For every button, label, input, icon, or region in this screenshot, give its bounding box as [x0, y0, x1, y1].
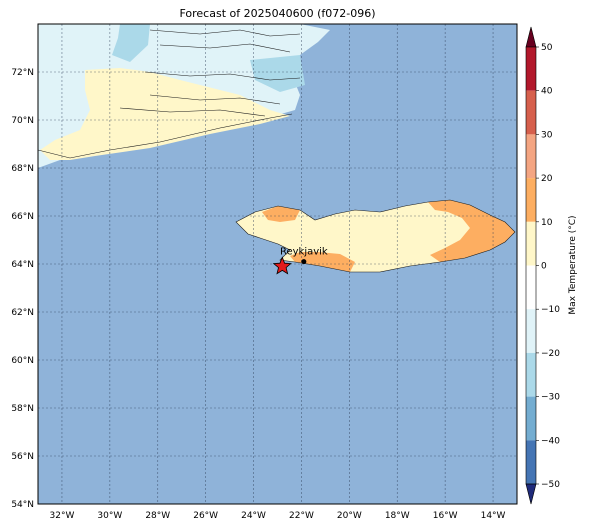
- colorbar-tick-label: −40: [541, 436, 560, 446]
- lon-tick-label: 16°W: [433, 511, 458, 521]
- colorbar-tick-label: −50: [541, 480, 560, 490]
- latitude-labels: 72°N 70°N 68°N 66°N 64°N 62°N 60°N 58°N 56°N 54°N: [11, 68, 34, 510]
- lon-tick-label: 20°W: [337, 511, 362, 521]
- lat-tick-label: 68°N: [11, 164, 34, 174]
- lat-tick-label: 70°N: [11, 116, 34, 126]
- lat-tick-label: 58°N: [11, 404, 34, 414]
- iceland-warm-region: [262, 200, 515, 272]
- colorbar-tick-label: 20: [541, 174, 553, 184]
- colorbar-max-arrow: [525, 26, 537, 48]
- colorbar-bin: [526, 396, 536, 441]
- colorbar-bin: [526, 221, 536, 266]
- lon-tick-label: 14°W: [481, 511, 506, 521]
- lat-tick-label: 64°N: [11, 260, 34, 270]
- colorbar-bin: [526, 265, 536, 310]
- longitude-labels: 32°W 30°W 28°W 26°W 24°W 22°W 20°W 18°W 16°W 14°W: [50, 511, 506, 521]
- colorbar-label: Max Temperature (°C): [568, 215, 578, 314]
- colorbar-min-arrow: [525, 483, 537, 505]
- colorbar-tick-label: −20: [541, 349, 560, 359]
- lon-tick-label: 30°W: [97, 511, 122, 521]
- lon-tick-label: 22°W: [289, 511, 314, 521]
- colorbar: [525, 26, 537, 505]
- colorbar-tick-label: 10: [541, 218, 553, 228]
- lat-tick-label: 66°N: [11, 212, 34, 222]
- map-title: Forecast of 2025040600 (f072-096): [179, 7, 376, 20]
- colorbar-tick-label: 30: [541, 130, 553, 140]
- colorbar-bin: [526, 134, 536, 179]
- colorbar-bin: [526, 90, 536, 135]
- greenland-mild-region: [40, 68, 290, 160]
- lon-tick-label: 18°W: [385, 511, 410, 521]
- city-label: Reykjavik: [280, 247, 328, 258]
- lat-tick-label: 62°N: [11, 308, 34, 318]
- colorbar-ticks: 50 40 30 20 10 0 −10 −20 −30 −40 −50: [536, 43, 560, 490]
- map-frame: [37, 23, 518, 505]
- lat-tick-label: 56°N: [11, 452, 34, 462]
- gridlines: [38, 24, 517, 504]
- colorbar-bin: [526, 178, 536, 222]
- colorbar-tick-label: 0: [541, 262, 547, 272]
- map-area: Reykjavik: [38, 24, 517, 504]
- lon-tick-label: 26°W: [193, 511, 218, 521]
- lat-tick-label: 54°N: [11, 500, 34, 510]
- greenland-cool-region: [112, 24, 305, 92]
- colorbar-bin: [526, 309, 536, 353]
- lon-tick-label: 32°W: [50, 511, 75, 521]
- colorbar-tick-label: −10: [541, 305, 560, 315]
- greenland-coastline: [38, 29, 301, 159]
- colorbar-bin: [526, 440, 536, 484]
- lon-tick-label: 24°W: [241, 511, 266, 521]
- lat-tick-label: 72°N: [11, 68, 34, 78]
- colorbar-bin: [526, 47, 536, 91]
- city-reykjavik: Reykjavik: [280, 247, 328, 265]
- colorbar-tick-label: 40: [541, 87, 553, 97]
- lon-tick-label: 28°W: [145, 511, 170, 521]
- colorbar-tick-label: 50: [541, 43, 553, 53]
- lat-tick-label: 60°N: [11, 356, 34, 366]
- location-star-marker: [272, 256, 292, 275]
- colorbar-tick-label: −30: [541, 393, 560, 403]
- colorbar-bin: [526, 352, 536, 397]
- city-dot: [301, 259, 307, 265]
